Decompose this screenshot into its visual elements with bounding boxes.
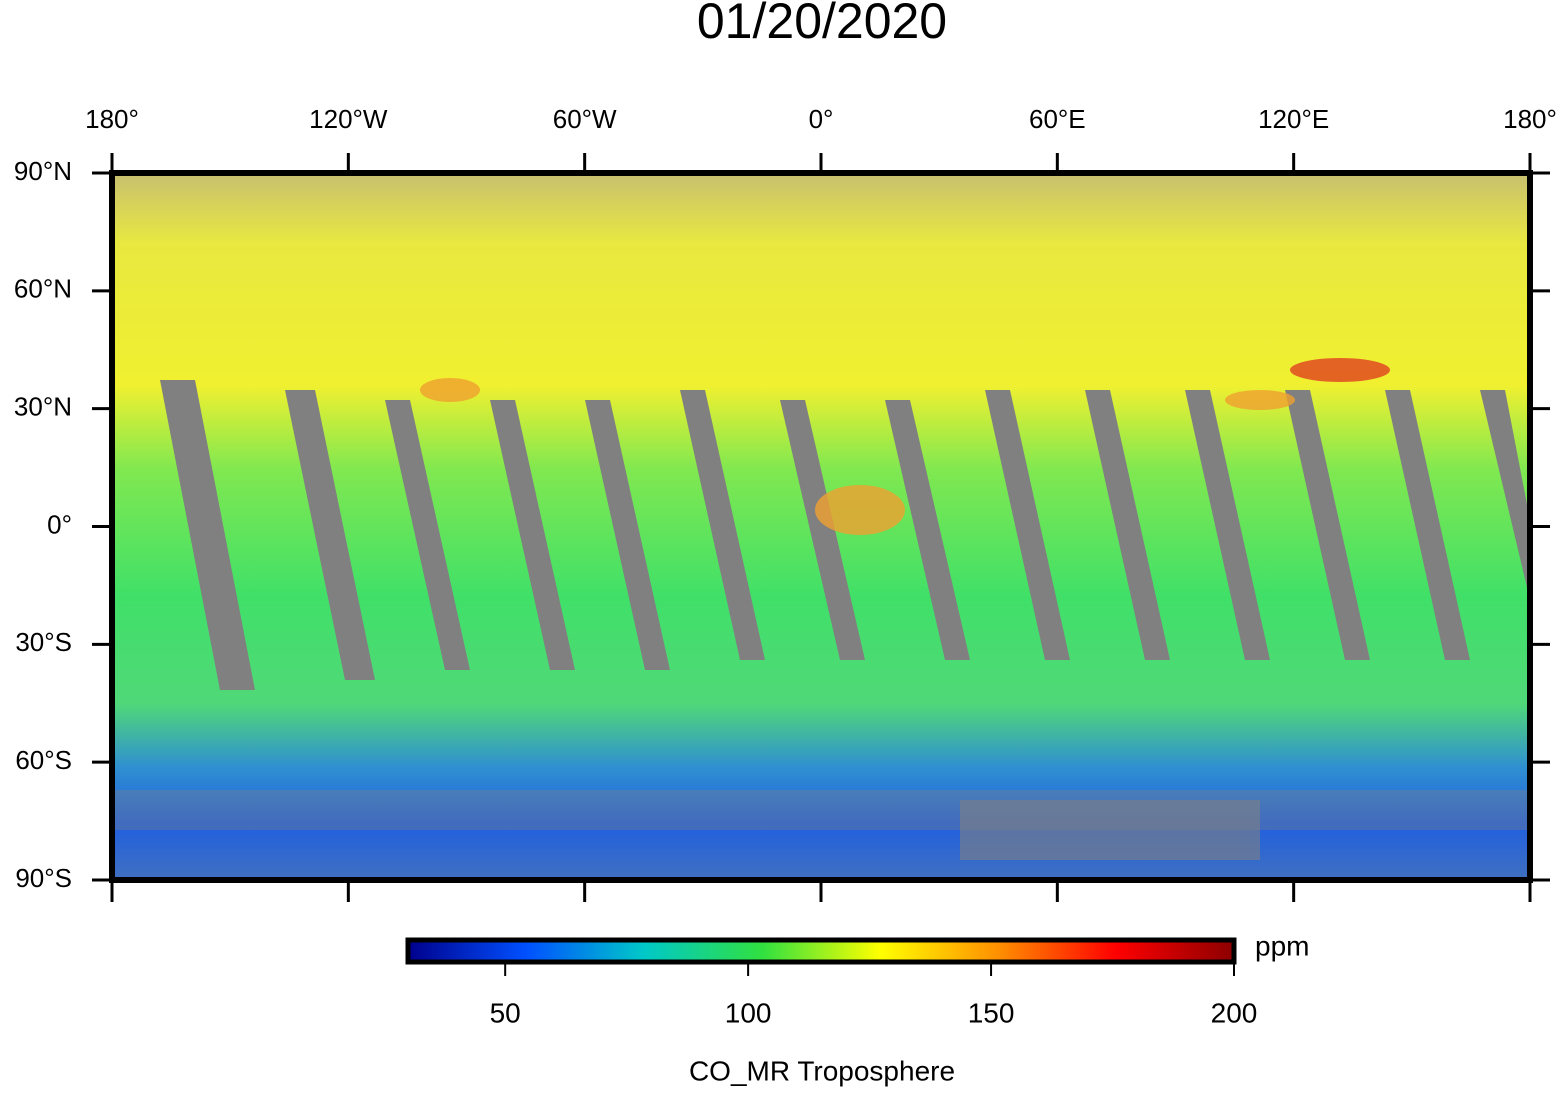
colorbar-tick-label: 50 (490, 997, 521, 1028)
colorbar-tick-label: 100 (725, 997, 772, 1028)
lat-tick-label: 60°S (15, 745, 72, 775)
lon-tick-label: 120°W (309, 104, 388, 134)
lon-tick-label: 0° (809, 104, 834, 134)
title: 01/20/2020 (697, 0, 947, 49)
map-field (109, 170, 1533, 883)
lon-tick-label: 60°W (553, 104, 617, 134)
colorbar (405, 937, 1237, 965)
lon-tick-label: 180° (85, 104, 139, 134)
colorbar-tick-label: 150 (968, 997, 1015, 1028)
lat-tick-label: 30°S (15, 627, 72, 657)
lon-tick-label: 60°E (1029, 104, 1086, 134)
lat-tick-label: 90°S (15, 863, 72, 893)
colorbar-label: CO_MR Troposphere (689, 1055, 955, 1086)
lon-tick-label: 120°E (1258, 104, 1329, 134)
colorbar-tick-label: 200 (1211, 997, 1258, 1028)
lat-tick-label: 30°N (14, 392, 72, 422)
orbit-gaps (112, 380, 1530, 860)
lat-tick-label: 60°N (14, 274, 72, 304)
colorbar-unit: ppm (1255, 930, 1309, 961)
hotspots (420, 358, 1390, 535)
lat-tick-label: 0° (47, 509, 72, 539)
lon-tick-label: 180° (1503, 104, 1557, 134)
lat-tick-label: 90°N (14, 156, 72, 186)
